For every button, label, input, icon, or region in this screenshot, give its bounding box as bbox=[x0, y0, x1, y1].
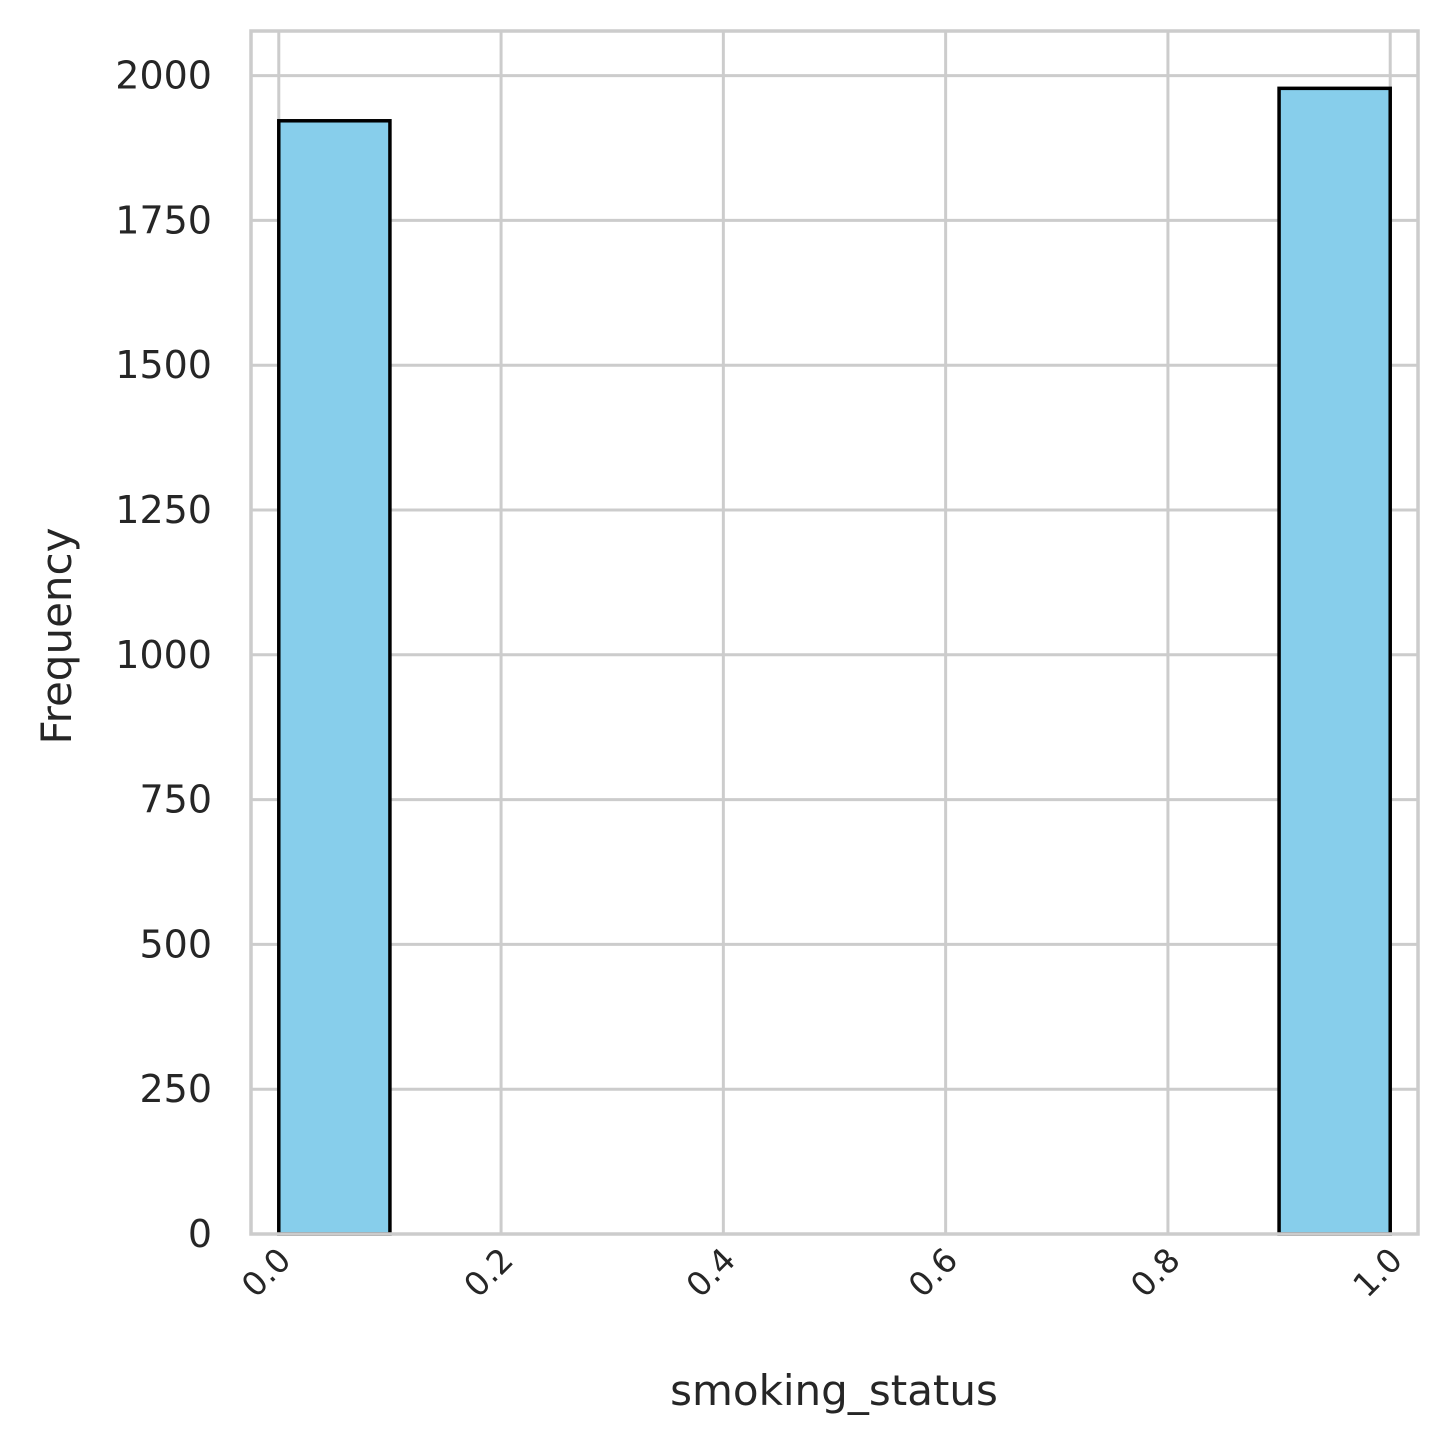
x-tick-label: 0.4 bbox=[678, 1240, 743, 1305]
y-tick-labels: 0 250 500 750 1000 1250 1500 1750 2000 bbox=[115, 54, 212, 1256]
y-tick-label: 500 bbox=[139, 922, 212, 966]
histogram-bar bbox=[277, 119, 392, 1236]
histogram-bar bbox=[1277, 86, 1392, 1236]
bars bbox=[277, 86, 1392, 1236]
x-tick-label: 0.0 bbox=[234, 1240, 299, 1305]
y-tick-label: 250 bbox=[139, 1067, 212, 1111]
x-axis-label: smoking_status bbox=[670, 1366, 998, 1415]
y-tick-label: 0 bbox=[188, 1212, 212, 1256]
grid-lines bbox=[251, 31, 1418, 1236]
x-tick-label: 0.2 bbox=[456, 1240, 521, 1305]
y-tick-label: 2000 bbox=[115, 54, 212, 98]
x-tick-label: 0.8 bbox=[1123, 1240, 1188, 1305]
y-tick-label: 1500 bbox=[115, 343, 212, 387]
x-tick-labels: 0.0 0.2 0.4 0.6 0.8 1.0 bbox=[234, 1240, 1410, 1305]
y-tick-label: 1000 bbox=[115, 633, 212, 677]
y-tick-label: 750 bbox=[139, 778, 212, 822]
y-tick-label: 1250 bbox=[115, 488, 212, 532]
y-tick-label: 1750 bbox=[115, 198, 212, 242]
y-axis-label: Frequency bbox=[32, 528, 81, 745]
plot-frame bbox=[249, 29, 1420, 1236]
x-tick-label: 0.6 bbox=[901, 1240, 966, 1305]
x-tick-label: 1.0 bbox=[1345, 1240, 1410, 1305]
